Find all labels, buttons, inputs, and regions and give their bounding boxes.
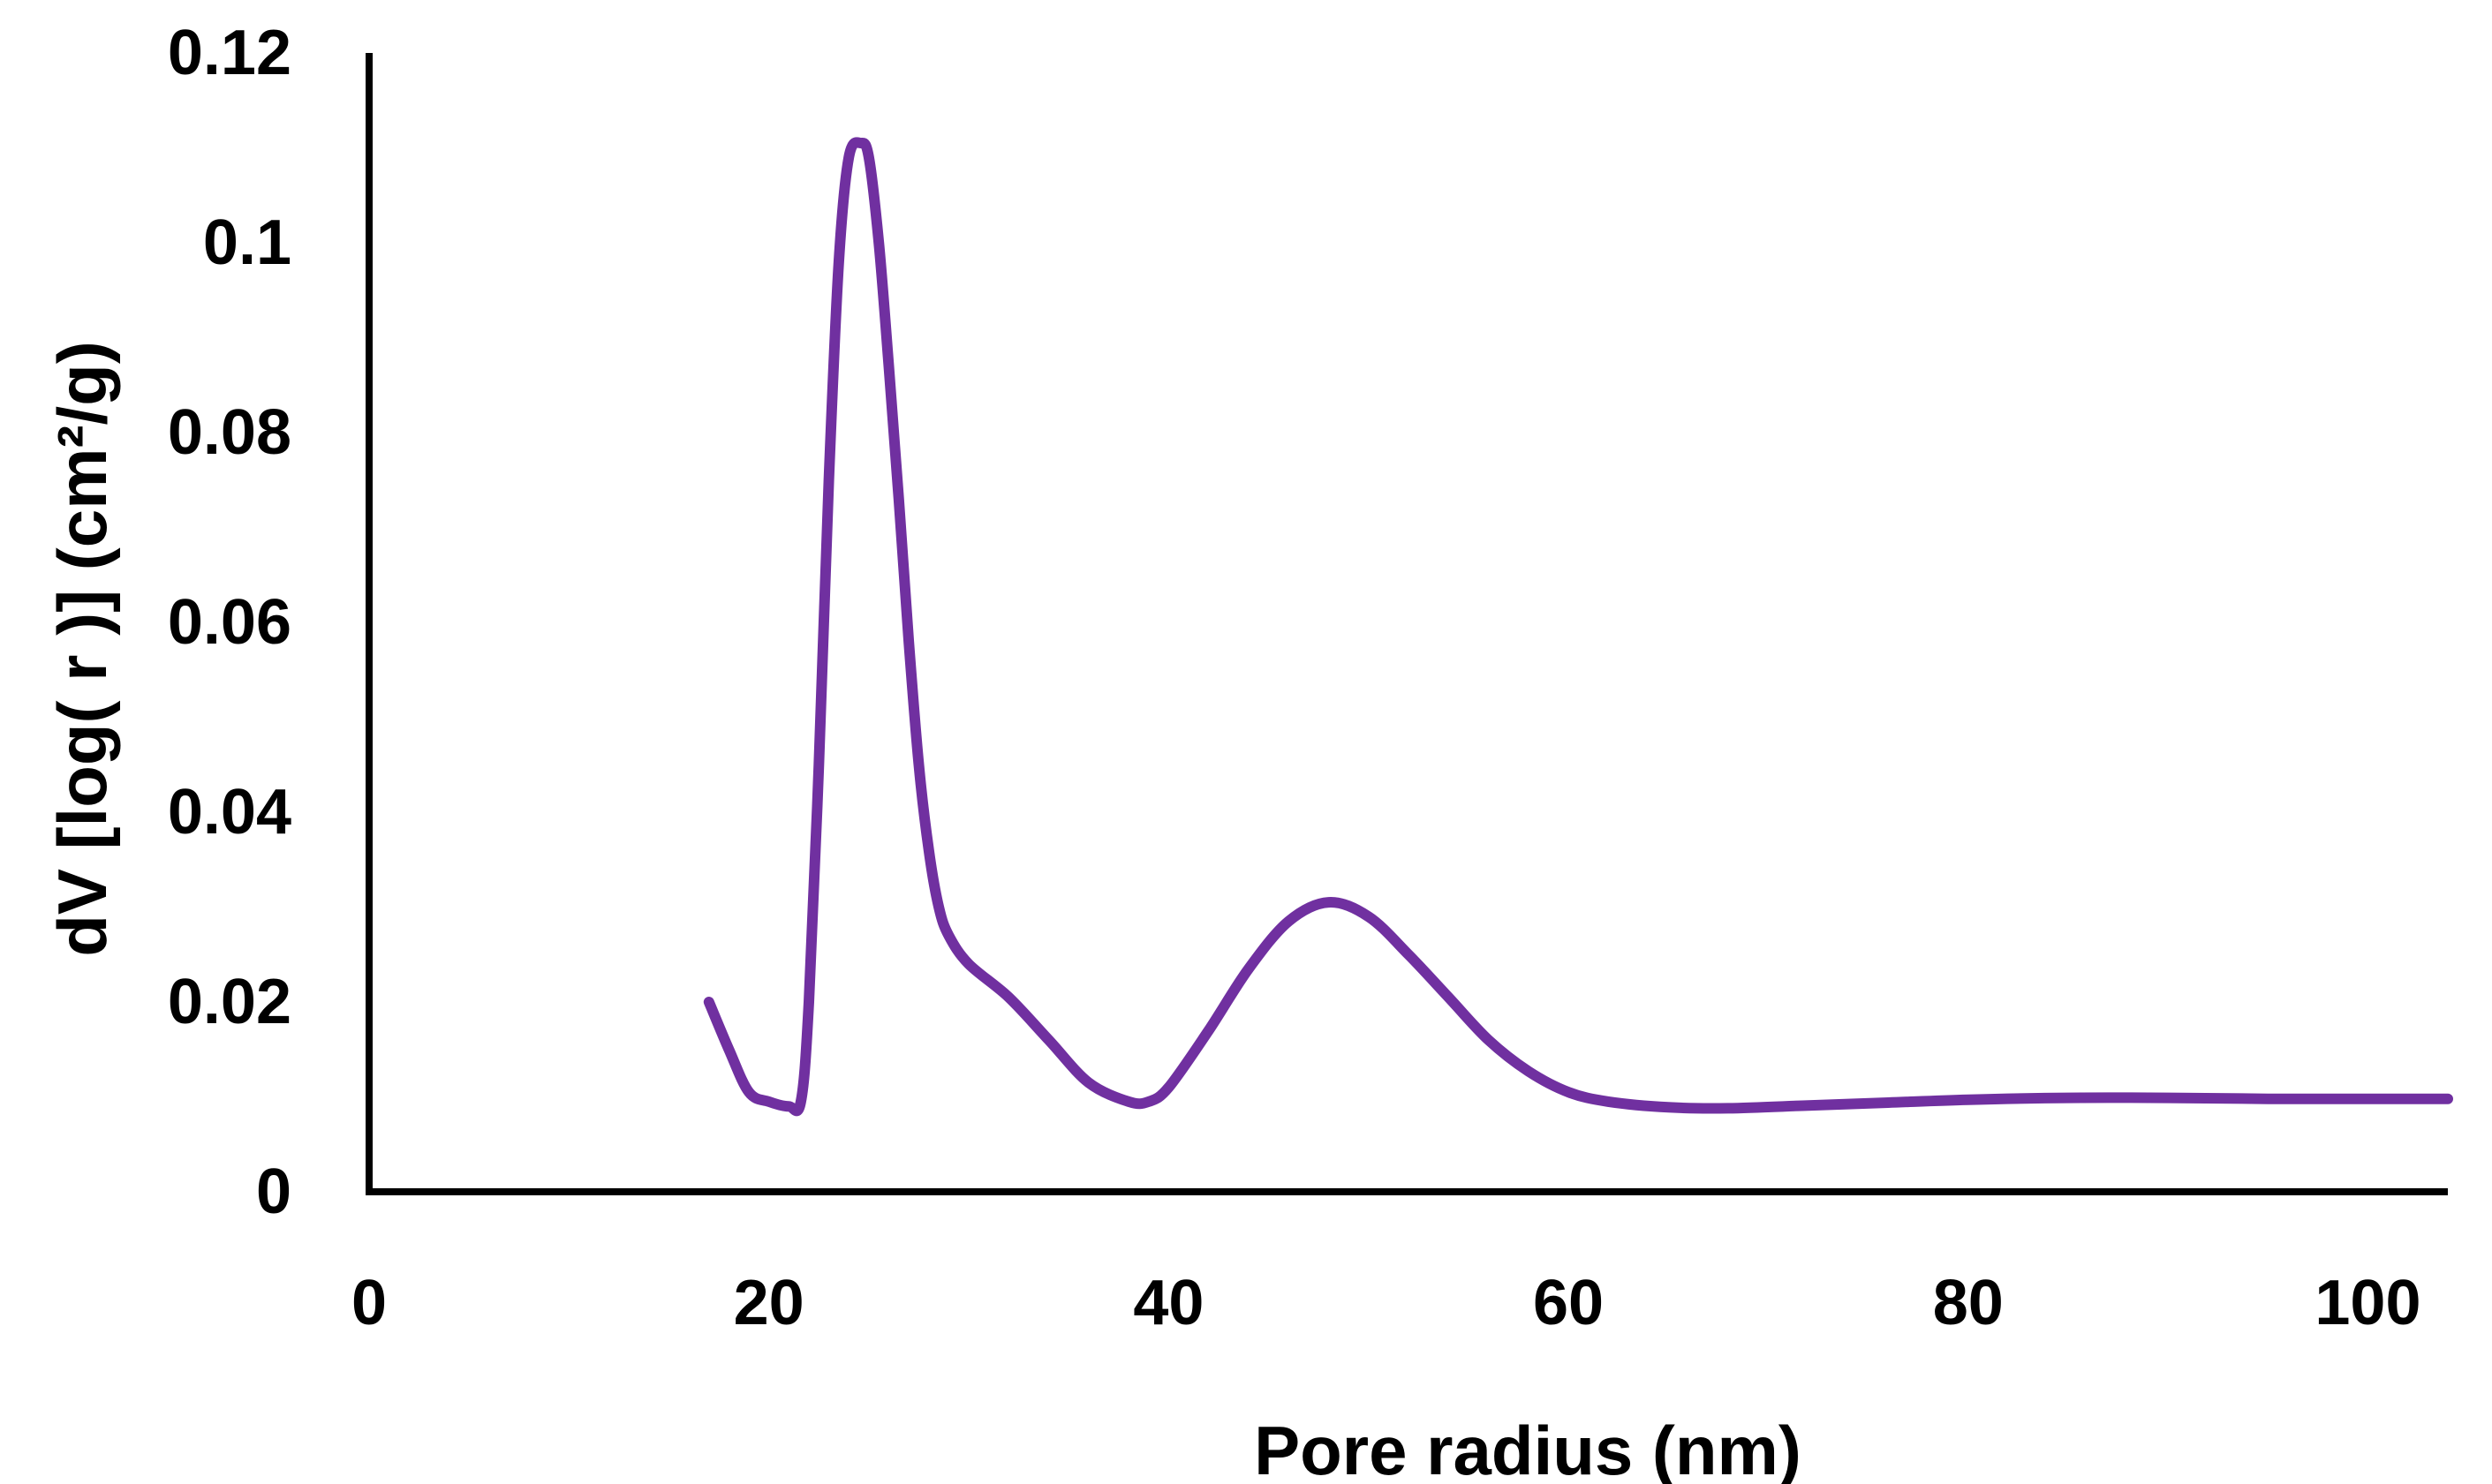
x-axis-ticks: 0 20 40 60 80 100 [351,1268,2421,1338]
x-tick-label: 20 [734,1268,804,1338]
series-line [703,137,2453,1117]
y-tick-label: 0.1 [203,207,291,278]
y-tick-label: 0.02 [168,967,291,1037]
y-tick-label: 0 [256,1156,291,1227]
y-tick-label: 0.04 [168,777,291,847]
x-tick-label: 60 [1533,1268,1604,1338]
x-tick-label: 40 [1133,1268,1204,1338]
y-axis-ticks: 0 0.02 0.04 0.06 0.08 0.1 0.12 [168,18,291,1227]
y-tick-label: 0.08 [168,397,291,468]
x-tick-label: 0 [351,1268,387,1338]
y-tick-label: 0.06 [168,587,291,658]
x-axis-title: Pore radius (nm) [1254,1412,1801,1484]
x-tick-label: 100 [2315,1268,2420,1338]
x-tick-label: 80 [1933,1268,2004,1338]
y-tick-label: 0.12 [168,18,291,88]
y-axis-title: dV [log( r )] (cm²/g) [43,341,121,957]
